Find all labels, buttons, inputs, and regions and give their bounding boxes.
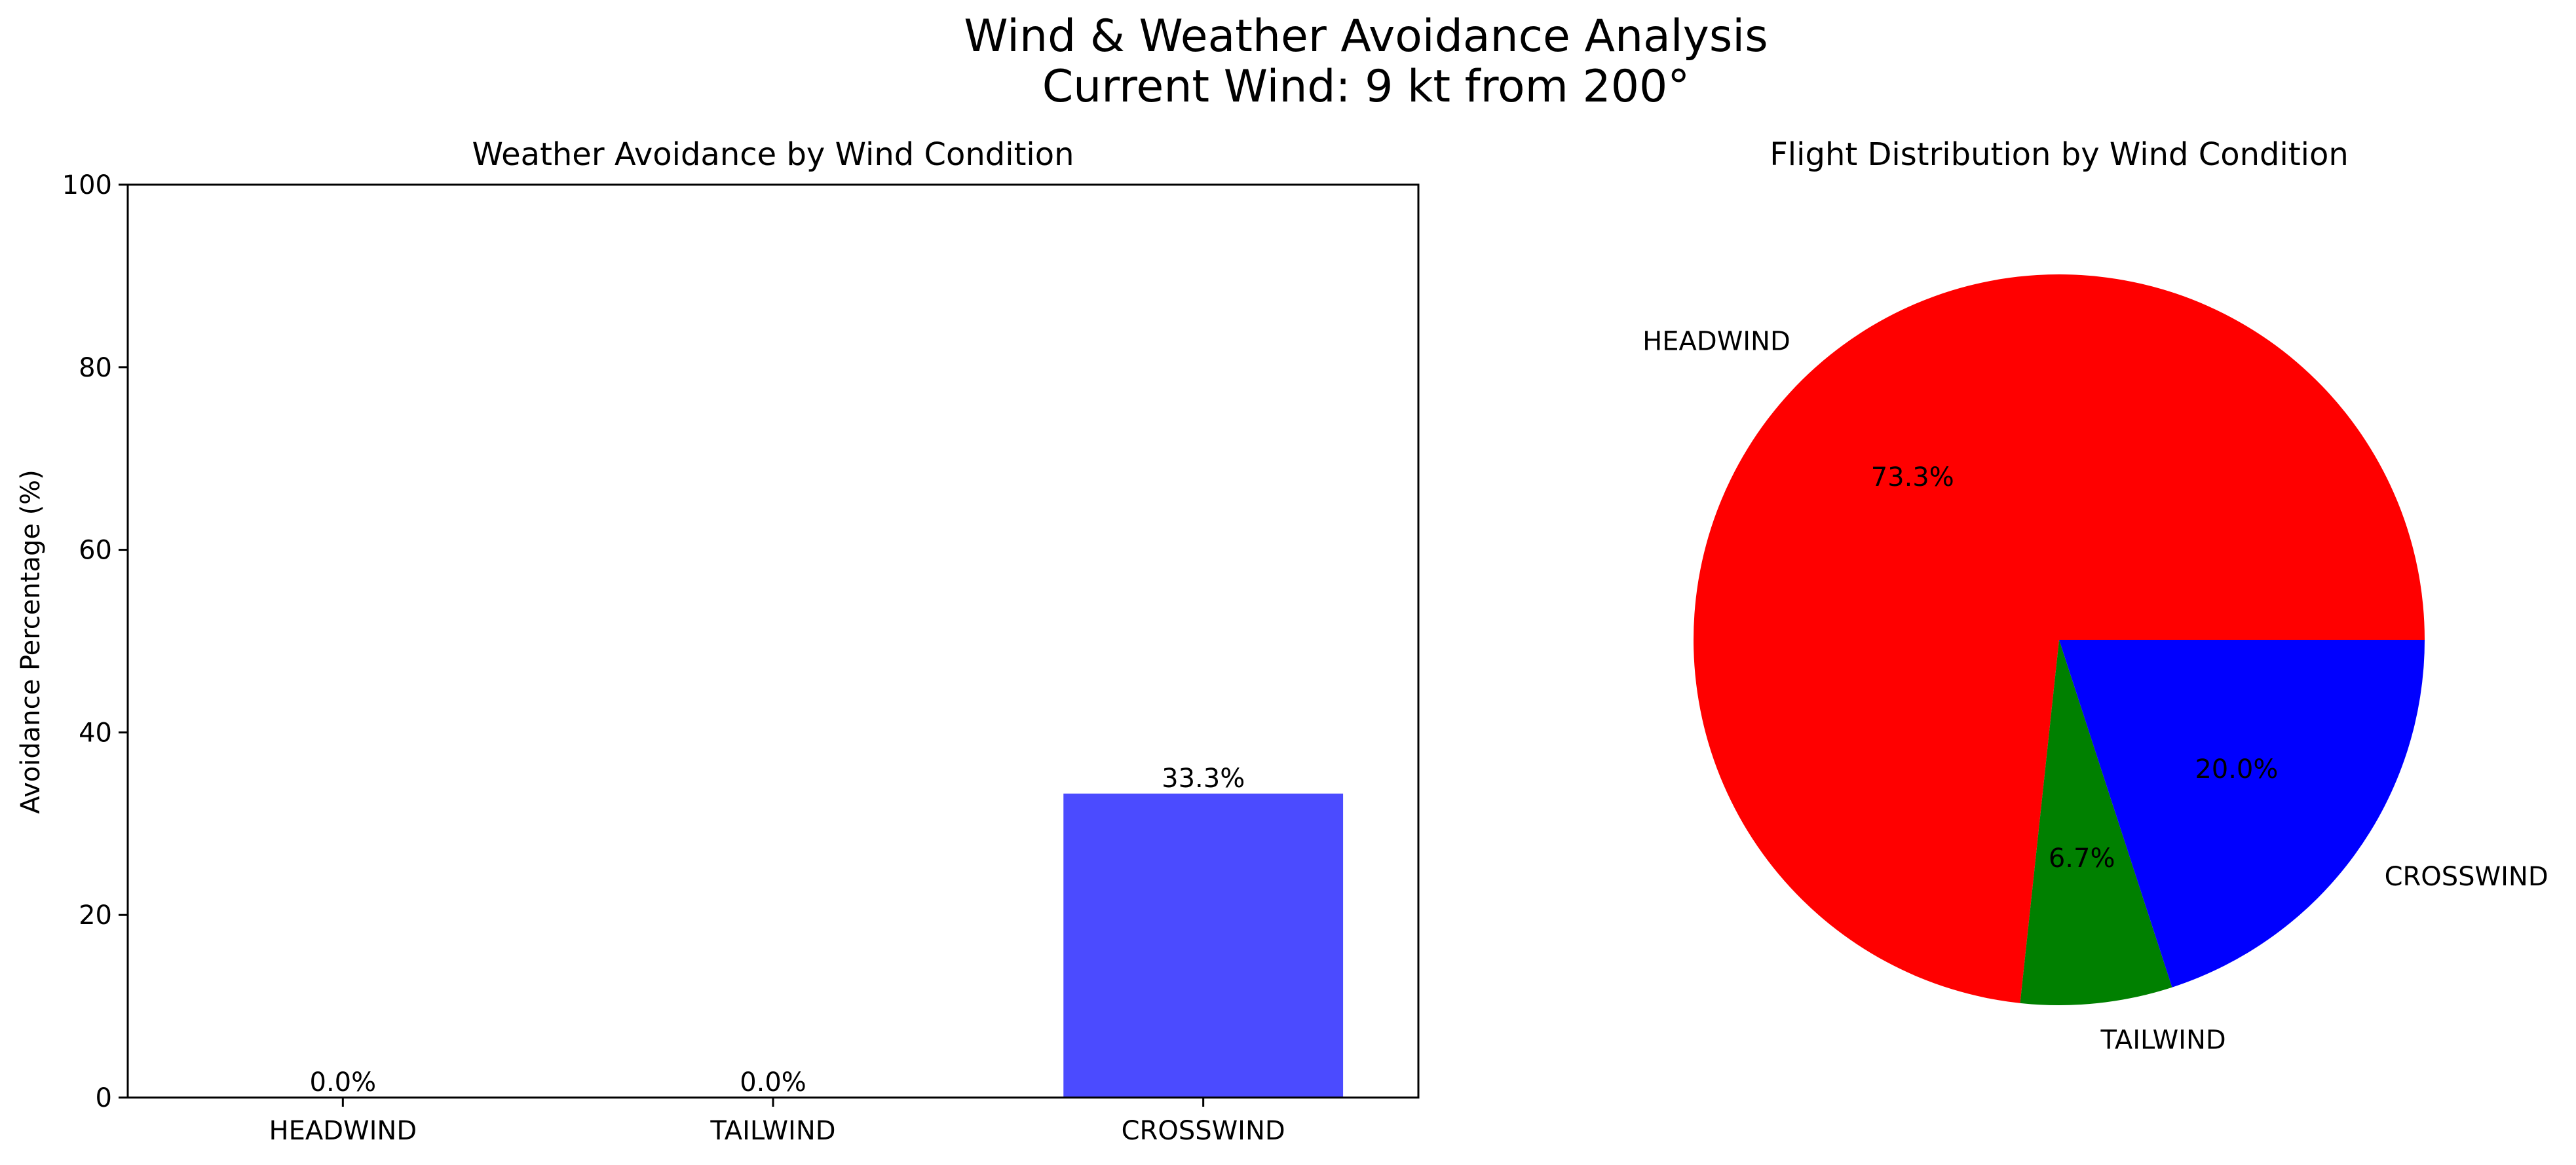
- bar-chart-title: Weather Avoidance by Wind Condition: [472, 136, 1074, 173]
- bar-value-label: 33.3%: [1162, 764, 1245, 794]
- bar-value-label: 0.0%: [310, 1067, 377, 1098]
- y-tick-label: 100: [62, 170, 112, 200]
- y-tick-label: 80: [79, 353, 112, 383]
- y-tick-label: 40: [79, 718, 112, 748]
- pie-wedge-crosswind: [2059, 640, 2425, 988]
- y-axis-ticks: 0 20 40 60 80 100: [62, 170, 128, 1113]
- pie-percent-label: 6.7%: [2049, 843, 2115, 874]
- pie-category-label: CROSSWIND: [2385, 862, 2548, 892]
- bar-chart-ylabel: Avoidance Percentage (%): [16, 470, 46, 814]
- figure-title-line2: Current Wind: 9 kt from 200°: [1042, 61, 1690, 113]
- pie-chart-title: Flight Distribution by Wind Condition: [1770, 136, 2349, 173]
- x-axis-ticks: HEADWIND TAILWIND CROSSWIND: [269, 1098, 1285, 1146]
- pie-wedge-headwind: [1694, 274, 2425, 1003]
- pie-category-label: HEADWIND: [1642, 326, 1790, 356]
- bar-value-label: 0.0%: [740, 1067, 806, 1098]
- pie-percent-label: 73.3%: [1871, 462, 1954, 492]
- y-tick-label: 60: [79, 536, 112, 566]
- pie-category-label: TAILWIND: [2100, 1026, 2226, 1056]
- y-tick-label: 0: [96, 1083, 112, 1113]
- bar-plot-frame: [126, 183, 1420, 1099]
- figure-title-line1: Wind & Weather Avoidance Analysis: [964, 10, 1768, 62]
- y-tick-label: 20: [79, 900, 112, 931]
- x-tick-label: CROSSWIND: [1122, 1116, 1285, 1146]
- bar-chart: Weather Avoidance by Wind Condition Avoi…: [16, 136, 1420, 1146]
- pie-labels: HEADWIND 73.3% TAILWIND 6.7% CROSSWIND 20.0%: [1642, 326, 2548, 1055]
- pie-wedge-tailwind: [2020, 640, 2172, 1005]
- x-tick-label: TAILWIND: [710, 1116, 835, 1146]
- x-tick-label: HEADWIND: [269, 1116, 417, 1146]
- pie-percent-label: 20.0%: [2195, 754, 2278, 785]
- pie-chart: Flight Distribution by Wind Condition HE…: [1642, 136, 2548, 1056]
- pie-wedges: [1694, 274, 2425, 1005]
- bar-series: 0.0% 0.0% 33.3%: [310, 764, 1344, 1098]
- bar-crosswind: [1063, 793, 1344, 1098]
